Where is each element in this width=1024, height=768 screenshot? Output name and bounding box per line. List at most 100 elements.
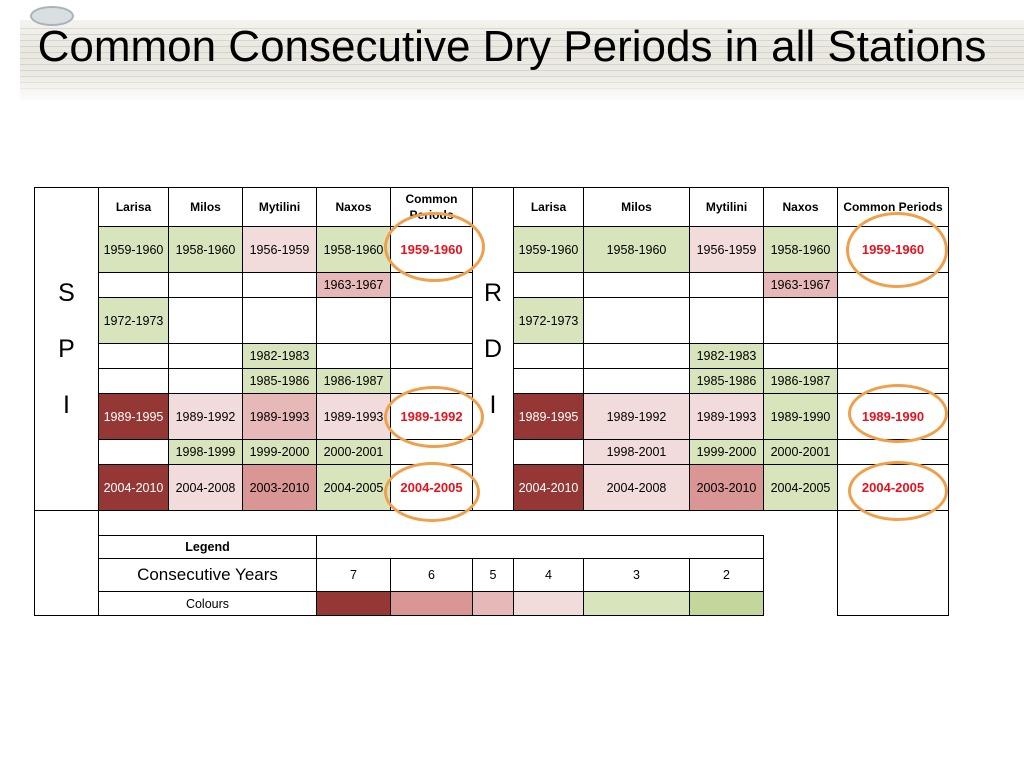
legend-title-row: Legend	[35, 535, 949, 559]
header-banner	[0, 0, 1024, 108]
rdi-cell	[763, 297, 838, 344]
spi-cell: 1986-1987	[316, 368, 391, 394]
rdi-cell: 1972-1973	[513, 297, 584, 344]
highlight-ring	[846, 212, 948, 288]
rdi-col-header: Milos	[583, 187, 690, 227]
spi-cell	[168, 272, 243, 298]
highlight-ring	[848, 384, 948, 443]
spi-cell	[168, 343, 243, 369]
legend-left-margin	[34, 510, 99, 616]
spi-cell	[316, 343, 391, 369]
spi-cell	[390, 297, 473, 344]
legend-swatch	[390, 591, 473, 616]
rdi-cell: 1989-1992	[583, 393, 690, 440]
legend-swatch	[316, 591, 391, 616]
rdi-cell: 1985-1986	[689, 368, 764, 394]
rdi-letter: D	[483, 335, 503, 363]
spi-cell: 1982-1983	[242, 343, 317, 369]
legend-swatch	[513, 591, 584, 616]
legend-year: 5	[472, 558, 514, 592]
legend-year: 7	[316, 558, 391, 592]
rdi-cell	[763, 343, 838, 369]
spi-col-header: Mytilini	[242, 187, 317, 227]
legend-colours-row: Colours	[35, 591, 949, 616]
spi-cell: 2004-2010	[98, 464, 169, 511]
rdi-col-header: Larisa	[513, 187, 584, 227]
dry-periods-table: S P I Larisa Milos Mytilini Naxos Common Period…	[34, 187, 949, 616]
banner-fade	[0, 0, 1024, 108]
rdi-cell	[689, 297, 764, 344]
spi-cell: 1999-2000	[242, 439, 317, 465]
rdi-cell: 1989-1990	[763, 393, 838, 440]
legend-year: 6	[390, 558, 473, 592]
spi-cell	[98, 272, 169, 298]
spi-cell: 1958-1960	[316, 226, 391, 273]
legend-year: 4	[513, 558, 584, 592]
legend-colours-label: Colours	[98, 591, 317, 616]
legend-right-blank	[764, 536, 838, 616]
rdi-cell: 1998-2001	[583, 439, 690, 465]
logo-icon	[30, 6, 74, 26]
rdi-cell: 1986-1987	[763, 368, 838, 394]
spi-cell	[242, 297, 317, 344]
legend-year: 2	[689, 558, 764, 592]
rdi-cell: 1958-1960	[763, 226, 838, 273]
spi-cell: 1989-1993	[242, 393, 317, 440]
rdi-cell: 2004-2005	[763, 464, 838, 511]
rdi-cell: 1989-1993	[689, 393, 764, 440]
spi-cell: 1989-1993	[316, 393, 391, 440]
rdi-col-header: Naxos	[763, 187, 838, 227]
highlight-ring	[384, 212, 485, 282]
spi-cell: 1989-1995	[98, 393, 169, 440]
highlight-ring	[848, 461, 948, 521]
spi-cell: 1959-1960	[98, 226, 169, 273]
spi-cell: 2004-2008	[168, 464, 243, 511]
rdi-cell	[513, 439, 584, 465]
spi-cell: 2000-2001	[316, 439, 391, 465]
spi-cell	[316, 297, 391, 344]
spi-cell	[242, 272, 317, 298]
rdi-col-header: Mytilini	[689, 187, 764, 227]
rdi-cell	[583, 343, 690, 369]
highlight-ring	[384, 462, 480, 522]
spi-cell	[98, 368, 169, 394]
rdi-cell	[513, 343, 584, 369]
spi-col-header: Milos	[168, 187, 243, 227]
rdi-letter: I	[489, 391, 497, 419]
spi-cell	[98, 439, 169, 465]
legend-swatch	[689, 591, 764, 616]
table-header-row: S P I Larisa Milos Mytilini Naxos Common Period…	[34, 187, 949, 511]
spi-col-header: Naxos	[316, 187, 391, 227]
legend-swatch	[583, 591, 690, 616]
rdi-cell: 1963-1967	[763, 272, 838, 298]
rdi-cell	[583, 272, 690, 298]
rdi-cell	[837, 297, 949, 344]
spi-cell: 1958-1960	[168, 226, 243, 273]
legend-right-margin	[837, 510, 949, 616]
rdi-cell: 2004-2010	[513, 464, 584, 511]
spi-cell: 1989-1992	[168, 393, 243, 440]
legend-title: Legend	[98, 535, 317, 559]
spi-cell	[390, 343, 473, 369]
rdi-cell: 2004-2008	[583, 464, 690, 511]
rdi-cell: 1958-1960	[583, 226, 690, 273]
rdi-cell	[513, 272, 584, 298]
rdi-cell	[583, 297, 690, 344]
spi-cell: 1963-1967	[316, 272, 391, 298]
spi-cell	[98, 343, 169, 369]
highlight-ring	[384, 386, 484, 448]
spi-letter: I	[63, 391, 70, 419]
spi-letter: P	[58, 335, 75, 363]
table-row: 1985-1986 1986-1987 1985-1986 1986-1987	[35, 368, 949, 394]
rdi-cell	[583, 368, 690, 394]
spi-col-header: Larisa	[98, 187, 169, 227]
legend-spacer	[98, 510, 838, 536]
rdi-cell: 1989-1995	[513, 393, 584, 440]
spi-letter: S	[58, 279, 75, 307]
spi-cell: 1998-1999	[168, 439, 243, 465]
table-row: 1989-1995 1989-1992 1989-1993 1989-1993 1989…	[35, 393, 949, 440]
rdi-cell: 2000-2001	[763, 439, 838, 465]
rdi-cell	[689, 272, 764, 298]
rdi-cell: 1982-1983	[689, 343, 764, 369]
